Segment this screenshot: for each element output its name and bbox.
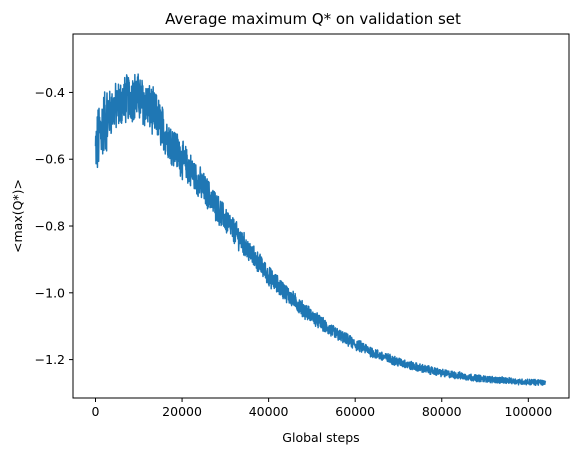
x-axis-label: Global steps <box>282 430 359 445</box>
x-axis: 0 20000 40000 60000 80000 100000 <box>92 398 552 419</box>
x-tick-label: 60000 <box>335 404 375 419</box>
series-line <box>94 73 547 387</box>
x-tick-label: 80000 <box>422 404 462 419</box>
y-tick-label: −1.2 <box>35 352 65 367</box>
y-tick-label: −0.4 <box>35 85 65 100</box>
y-tick-label: −0.8 <box>35 219 65 234</box>
y-tick-label: −1.0 <box>35 285 65 300</box>
plot-frame <box>72 33 570 399</box>
y-axis-label: <max(Q*)> <box>10 179 25 253</box>
x-tick-label: 40000 <box>249 404 289 419</box>
plot-area <box>94 73 547 387</box>
x-tick-label: 0 <box>92 404 100 419</box>
x-tick-label: 100000 <box>504 404 552 419</box>
y-tick-label: −0.6 <box>35 152 65 167</box>
y-axis: −1.2 −1.0 −0.8 −0.6 −0.4 <box>35 85 73 367</box>
chart-title: Average maximum Q* on validation set <box>165 10 461 28</box>
x-tick-label: 20000 <box>162 404 202 419</box>
